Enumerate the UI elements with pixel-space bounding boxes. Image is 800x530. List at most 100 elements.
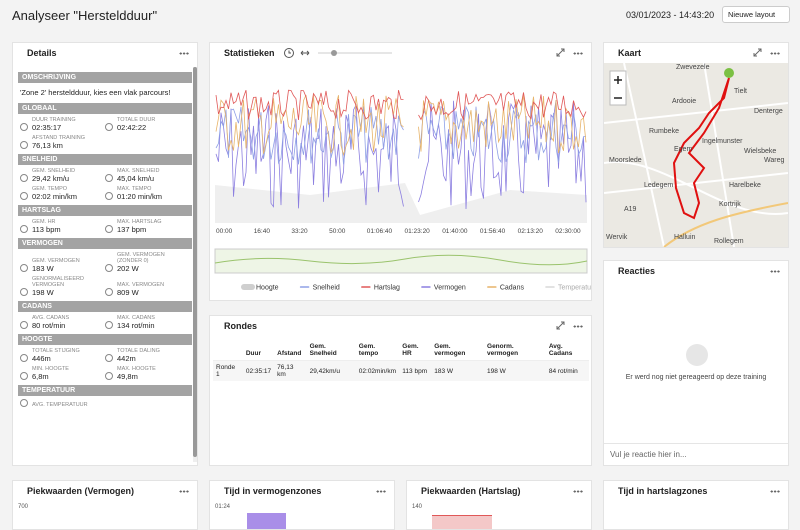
stat-label: AVG. CADANS xyxy=(32,315,70,321)
stat-label: GEM. VERMOGEN (ZONDER 0) xyxy=(117,252,165,264)
stat-label: TOTALE DUUR xyxy=(117,117,156,123)
cell: 183 W xyxy=(431,360,485,381)
place-label: Denterge xyxy=(754,108,783,115)
icon xyxy=(105,225,113,233)
cell: 29,42km/u xyxy=(306,360,356,381)
section-header: CADANS xyxy=(18,301,192,312)
laps-panel: Rondes Duur Afstand Gem. Snelheid Gem. temp… xyxy=(209,315,592,466)
stat-label: DUUR TRAINING xyxy=(32,117,76,123)
legend-label: Vermogen xyxy=(434,285,466,292)
stat-value: 183 W xyxy=(32,264,54,273)
stat-label: MAX. CADANS xyxy=(117,315,155,321)
icon xyxy=(20,141,28,149)
stat-label: MAX. SNELHEID xyxy=(117,168,160,174)
panel-title: Details xyxy=(27,48,57,58)
stat: GEM. VERMOGEN (ZONDER 0) 202 W xyxy=(117,252,190,273)
place-label: Rumbeke xyxy=(649,128,679,135)
stat-item: TOTALE STIJGING 446m xyxy=(20,348,105,363)
stat-item: MAX. SNELHEID 45,04 km/u xyxy=(105,168,190,183)
icon xyxy=(105,354,113,362)
place-label: Kortrijk xyxy=(719,201,741,208)
section-header: HARTSLAG xyxy=(18,205,192,216)
stat-item: GEM. VERMOGEN 183 W xyxy=(20,252,105,273)
stat: TOTALE STIJGING 446m xyxy=(32,348,80,363)
layout-button[interactable]: Nieuwe layout xyxy=(722,6,791,23)
stat: MAX. SNELHEID 45,04 km/u xyxy=(117,168,159,183)
widget-panel: Piekwaarden (Vermogen) 700 xyxy=(12,480,198,530)
stat-label: TOTALE STIJGING xyxy=(32,348,80,354)
stat: GEM. SNELHEID 29,42 km/u xyxy=(32,168,75,183)
icon xyxy=(20,192,28,200)
legend-label: Hartslag xyxy=(374,285,400,292)
column-header: Gem. tempo xyxy=(358,343,379,357)
panel-title: Statistieken xyxy=(224,48,275,58)
place-label: A19 xyxy=(624,206,637,213)
stat-label: AFSTAND TRAINING xyxy=(32,135,85,141)
stat-item: MAX. HARTSLAG 137 bpm xyxy=(105,219,190,234)
place-label: Wareg xyxy=(764,157,784,164)
stat-value: 76,13 km xyxy=(32,141,63,150)
icon xyxy=(20,354,28,362)
section-header: HOOGTE xyxy=(18,334,192,345)
stat-label: GEM. SNELHEID xyxy=(32,168,76,174)
x-tick-label: 00:00 xyxy=(216,228,233,235)
stat-value: 80 rot/min xyxy=(32,321,66,330)
page-title: Analyseer "Hersteldduur" xyxy=(12,8,158,23)
cell: 02:02min/km xyxy=(355,360,400,381)
stat: MAX. HARTSLAG 137 bpm xyxy=(117,219,162,234)
stat-value: 446m xyxy=(32,354,51,363)
stat-item: MAX. CADANS 134 rot/min xyxy=(105,315,190,330)
panel-title: Rondes xyxy=(224,321,258,331)
panel-title: Piekwaarden (Vermogen) xyxy=(27,486,135,496)
stat-label: MAX. HOOGTE xyxy=(117,366,156,372)
cell: 113 bpm xyxy=(399,360,432,381)
panel-title: Tijd in vermogenzones xyxy=(224,486,322,496)
panel-title: Tijd in hartslagzones xyxy=(618,486,708,496)
trace xyxy=(215,94,587,157)
stat-value: 809 W xyxy=(117,288,139,297)
y-tick-label: 700 xyxy=(18,504,29,510)
x-tick-label: 50:00 xyxy=(329,228,346,235)
stat-label: GENORMALISEERD VERMOGEN xyxy=(32,276,84,288)
stat-label: MIN. HOOGTE xyxy=(32,366,69,372)
panel-title: Kaart xyxy=(618,48,642,58)
place-label: Wervik xyxy=(606,234,628,241)
icon xyxy=(20,264,28,272)
details-list: OMSCHRIJVING 'Zone 2' hersteldduur, kies … xyxy=(18,69,192,463)
stat-item: AVG. CADANS 80 rot/min xyxy=(20,315,105,330)
stat: GENORMALISEERD VERMOGEN 198 W xyxy=(32,276,105,297)
map[interactable]: Zwevezele Tielt Ardooie Denterge Rumbeke Egem… xyxy=(604,63,788,247)
column-header: Afstand xyxy=(277,350,302,357)
place-label: Rollegem xyxy=(714,238,744,245)
stat-item: TOTALE DALING 442m xyxy=(105,348,190,363)
stat-value: 29,42 km/u xyxy=(32,174,70,183)
stat-item: GEM. TEMPO 02:02 min/km xyxy=(20,186,105,201)
stat-label: MAX. TEMPO xyxy=(117,186,152,192)
stat-grid: AVG. CADANS 80 rot/min MAX. CADANS 134 rot/… xyxy=(18,314,192,331)
stat-value: 45,04 km/u xyxy=(117,174,155,183)
place-label: Wielsbeke xyxy=(744,148,776,155)
navigator-line xyxy=(214,254,588,266)
header-row: Duur Afstand Gem. Snelheid Gem. tempo Gem. H… xyxy=(213,340,589,361)
stat-value: 134 rot/min xyxy=(117,321,155,330)
x-tick-label: 02:13:20 xyxy=(518,228,544,235)
zone-bar xyxy=(247,513,286,529)
stats-chart: 00:00 16:40 33:20 50:00 01:06:40 01:23:20 01:4… xyxy=(214,71,591,292)
stat: MAX. CADANS 134 rot/min xyxy=(117,315,155,330)
cell: 76,13 km xyxy=(274,360,307,381)
legend-label: Hoogte xyxy=(256,285,279,292)
stat-label: AVG. TEMPERATUUR xyxy=(32,402,88,408)
lap-row: Ronde 1 02:35:17 76,13 km 29,42km/u 02:02min… xyxy=(213,360,589,381)
widget-panel: Piekwaarden (Hartslag) 140 xyxy=(406,480,592,530)
stat-grid: GEM. VERMOGEN 183 W GEM. VERMOGEN (ZONDER … xyxy=(18,251,192,298)
place-label: Moorslede xyxy=(609,157,642,164)
menu xyxy=(376,490,386,493)
datetime: 03/01/2023 - 14:43:20 xyxy=(626,10,715,20)
cell: Ronde 1 xyxy=(213,360,243,381)
cell: 198 W xyxy=(484,360,546,381)
reaction-input[interactable]: Vul je reactie hier in... xyxy=(604,443,788,465)
cell: 84 rot/min xyxy=(545,360,589,381)
stat-item: GENORMALISEERD VERMOGEN 198 W xyxy=(20,276,105,297)
legend-label: Temperatuur xyxy=(558,285,591,292)
column-header: Genorm. vermogen xyxy=(487,343,519,357)
